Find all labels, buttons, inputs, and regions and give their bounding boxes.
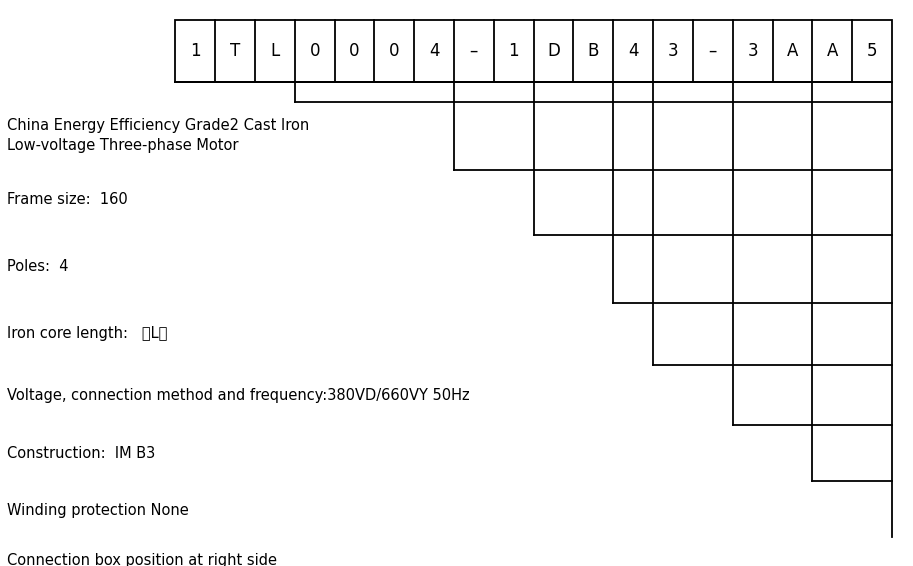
Text: 4: 4 — [628, 42, 638, 60]
Text: 4: 4 — [429, 42, 439, 60]
Text: Winding protection None: Winding protection None — [7, 503, 189, 518]
Text: 0: 0 — [389, 42, 400, 60]
Text: T: T — [230, 42, 240, 60]
Text: Construction:  IM B3: Construction: IM B3 — [7, 447, 155, 461]
Text: L: L — [270, 42, 279, 60]
Text: D: D — [547, 42, 560, 60]
Text: 0: 0 — [349, 42, 360, 60]
Text: 0: 0 — [310, 42, 320, 60]
Text: 5: 5 — [866, 42, 877, 60]
Text: A: A — [787, 42, 798, 60]
Text: China Energy Efficiency Grade2 Cast Iron
Low-voltage Three-phase Motor: China Energy Efficiency Grade2 Cast Iron… — [7, 118, 310, 153]
Text: Connection box position at right side: Connection box position at right side — [7, 553, 278, 566]
Text: 1: 1 — [509, 42, 519, 60]
Text: A: A — [826, 42, 838, 60]
Text: –: – — [469, 42, 478, 60]
Text: Iron core length:   （L）: Iron core length: （L） — [7, 327, 168, 341]
Text: Frame size:  160: Frame size: 160 — [7, 192, 128, 207]
Text: Voltage, connection method and frequency:380VD/660VY 50Hz: Voltage, connection method and frequency… — [7, 388, 470, 402]
Text: B: B — [588, 42, 599, 60]
Bar — [175, 20, 892, 82]
Text: 3: 3 — [667, 42, 678, 60]
Text: 3: 3 — [748, 42, 758, 60]
Text: –: – — [708, 42, 717, 60]
Text: Poles:  4: Poles: 4 — [7, 259, 68, 273]
Text: 1: 1 — [190, 42, 201, 60]
